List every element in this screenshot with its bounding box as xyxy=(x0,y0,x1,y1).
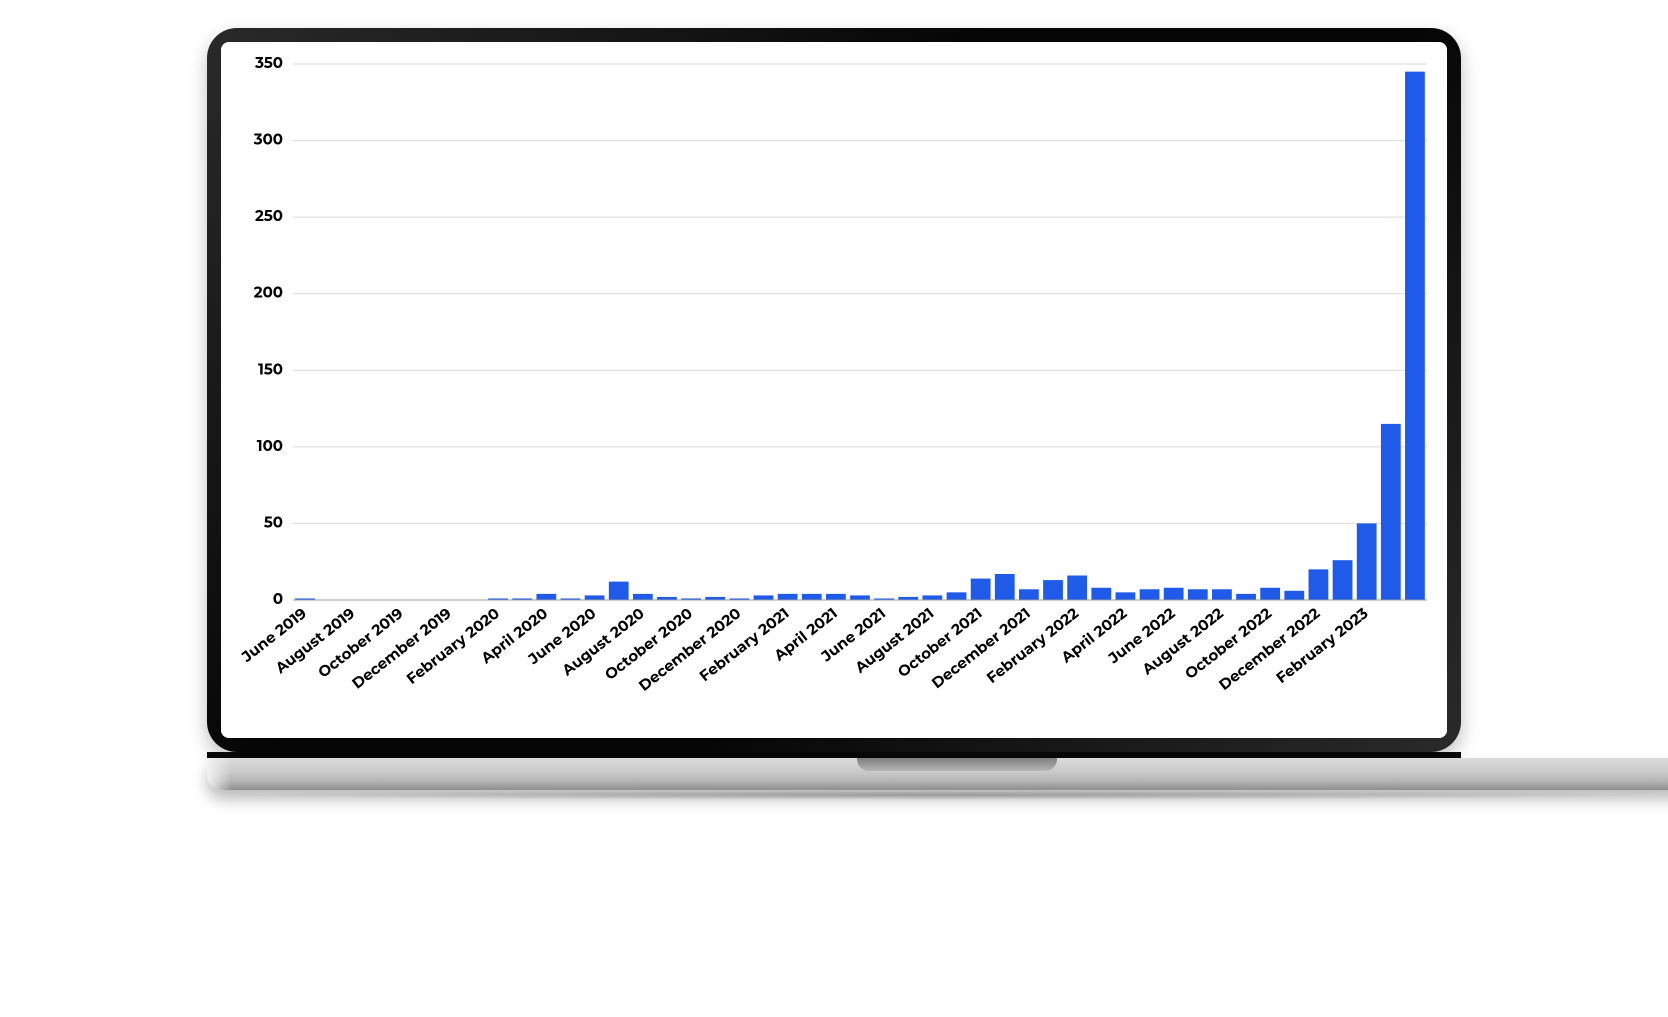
bar xyxy=(1381,424,1401,600)
bar xyxy=(1333,560,1353,600)
bar xyxy=(633,594,653,600)
laptop-mockup: 050100150200250300350June 2019August 201… xyxy=(207,28,1461,800)
bar xyxy=(850,595,870,600)
bar xyxy=(1309,569,1329,600)
stage: 050100150200250300350June 2019August 201… xyxy=(0,0,1668,1017)
bar xyxy=(947,592,967,600)
bar xyxy=(1284,591,1304,600)
y-tick-label: 100 xyxy=(257,436,283,455)
bar xyxy=(971,579,991,600)
bar xyxy=(995,574,1015,600)
bar xyxy=(1357,523,1377,600)
bar xyxy=(1043,580,1063,600)
bar xyxy=(1212,589,1232,600)
bar xyxy=(826,594,846,600)
y-tick-label: 250 xyxy=(255,206,283,225)
bar xyxy=(1260,588,1280,600)
y-tick-label: 150 xyxy=(258,359,283,378)
y-tick-label: 200 xyxy=(254,283,283,302)
laptop-notch xyxy=(857,758,1057,771)
bar xyxy=(1236,594,1256,600)
bar xyxy=(1116,592,1136,600)
bar xyxy=(1164,588,1184,600)
laptop-shadow xyxy=(207,790,1667,800)
bar xyxy=(536,594,556,600)
laptop-lid: 050100150200250300350June 2019August 201… xyxy=(207,28,1461,752)
bar xyxy=(1067,575,1087,600)
bar xyxy=(802,594,822,600)
bar xyxy=(609,582,629,600)
bar xyxy=(778,594,798,600)
bar xyxy=(1140,589,1160,600)
y-tick-label: 50 xyxy=(264,512,283,531)
bar xyxy=(1405,72,1425,600)
bar xyxy=(754,595,774,600)
bar xyxy=(1188,589,1208,600)
laptop-screen: 050100150200250300350June 2019August 201… xyxy=(221,42,1447,738)
bar xyxy=(922,595,942,600)
bar-chart: 050100150200250300350June 2019August 201… xyxy=(221,42,1447,738)
y-tick-label: 0 xyxy=(273,589,283,608)
bar xyxy=(1091,588,1111,600)
bar xyxy=(1019,589,1039,600)
y-tick-label: 350 xyxy=(254,53,283,72)
y-tick-label: 300 xyxy=(253,130,283,149)
laptop-base xyxy=(207,758,1668,790)
bar xyxy=(585,595,605,600)
